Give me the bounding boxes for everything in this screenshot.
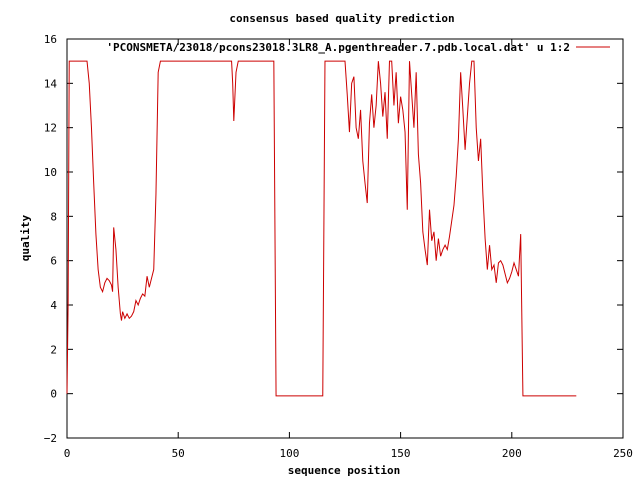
x-axis: 0 50 100 150 200 250 <box>64 39 633 460</box>
series-line <box>66 60 577 397</box>
plot-frame <box>66 38 624 439</box>
y-tick-label: −2 <box>44 432 57 445</box>
legend: 'PCONSMETA/23018/pcons23018.3LR8_A.pgent… <box>106 41 610 54</box>
legend-entry-label: 'PCONSMETA/23018/pcons23018.3LR8_A.pgent… <box>106 41 570 54</box>
y-axis: −2 0 2 4 6 8 10 12 14 16 <box>44 33 623 445</box>
y-tick-label: 10 <box>44 166 57 179</box>
y-tick-label: 2 <box>50 343 57 356</box>
y-tick-label: 14 <box>44 77 58 90</box>
x-tick-label: 150 <box>391 447 411 460</box>
x-tick-label: 100 <box>279 447 299 460</box>
x-tick-label: 200 <box>502 447 522 460</box>
x-tick-label: 250 <box>613 447 633 460</box>
y-tick-label: 16 <box>44 33 57 46</box>
x-tick-label: 0 <box>64 447 71 460</box>
y-tick-label: 4 <box>50 299 57 312</box>
y-tick-label: 6 <box>50 255 57 268</box>
x-axis-label: sequence position <box>288 464 401 477</box>
series-layer <box>66 60 577 397</box>
y-axis-label: quality <box>19 214 32 261</box>
y-tick-label: 8 <box>50 210 57 223</box>
y-tick-label: 12 <box>44 122 57 135</box>
y-tick-label: 0 <box>50 388 57 401</box>
chart-title: consensus based quality prediction <box>229 12 454 25</box>
x-tick-label: 50 <box>172 447 185 460</box>
